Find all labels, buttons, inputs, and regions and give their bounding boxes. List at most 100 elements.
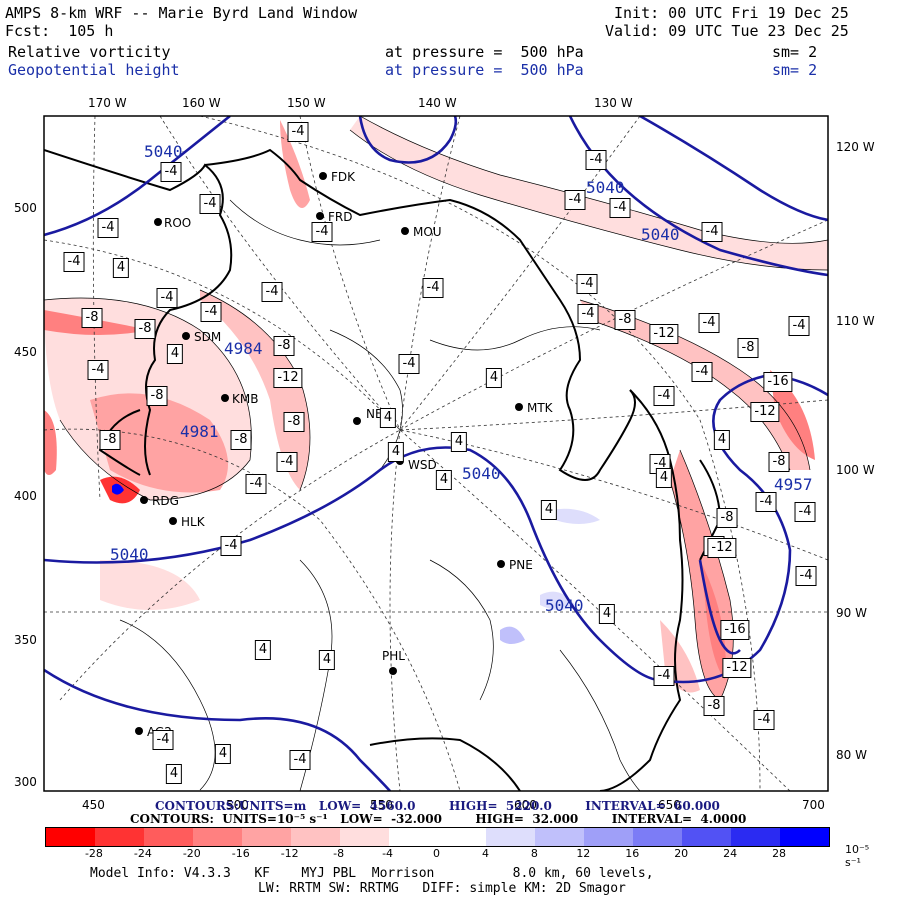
vorticity-value-label: -4 xyxy=(97,218,119,238)
forecast-hour: Fcst: 105 h xyxy=(5,22,114,40)
station-label: HLK xyxy=(181,515,205,529)
colorbar-swatch xyxy=(192,828,242,846)
vorticity-value-label: -4 xyxy=(152,730,174,750)
vorticity-value-label: -8 xyxy=(703,696,725,716)
vorticity-value-label: -4 xyxy=(691,362,713,382)
vorticity-contours xyxy=(44,116,828,791)
vorticity-value-label: -8 xyxy=(81,308,103,328)
station-label: FDK xyxy=(331,170,356,184)
colorbar-tick-label: -28 xyxy=(84,847,103,860)
station-label: KMB xyxy=(232,392,259,406)
height-label: 4957 xyxy=(774,475,813,494)
height-contours xyxy=(44,116,828,791)
map-title: AMPS 8-km WRF -- Marie Byrd Land Window xyxy=(5,4,358,22)
vorticity-value-label: -4 xyxy=(576,274,598,294)
field2-level: at pressure = 500 hPa xyxy=(385,61,584,79)
colorbar-tick-label: -12 xyxy=(280,847,299,860)
vorticity-value-label: -8 xyxy=(134,319,156,339)
height-label: 5040 xyxy=(110,545,149,564)
colorbar-tick-label: 12 xyxy=(576,847,591,860)
field1-level: at pressure = 500 hPa xyxy=(385,43,584,61)
height-label: 5040 xyxy=(144,142,183,161)
colorbar-tick-label: 16 xyxy=(625,847,640,860)
vorticity-value-label: -4 xyxy=(609,198,631,218)
valid-time: Valid: 09 UTC Tue 23 Dec 25 xyxy=(605,22,849,40)
colorbar-swatch xyxy=(682,828,732,846)
station-label: RDG xyxy=(152,494,179,508)
colorbar-tick-label: 24 xyxy=(723,847,738,860)
vorticity-value-label: 4 xyxy=(540,500,558,520)
colorbar-swatch xyxy=(633,828,683,846)
vorticity-value-label: -8 xyxy=(283,412,305,432)
vorticity-value-label: 4 xyxy=(112,258,130,278)
colorbar-tick-label: -16 xyxy=(231,847,250,860)
height-label: 5040 xyxy=(462,464,501,483)
x-axis-label: 450 xyxy=(82,798,105,812)
colorbar-swatch xyxy=(731,828,781,846)
physics-info: LW: RRTM SW: RRTMG DIFF: simple KM: 2D S… xyxy=(258,881,626,896)
vorticity-value-label: -4 xyxy=(564,190,586,210)
vorticity-value-label: 4 xyxy=(713,430,731,450)
vorticity-value-label: -8 xyxy=(768,452,790,472)
vorticity-value-label: -4 xyxy=(795,566,817,586)
lon-label-top: 130 W xyxy=(594,96,633,110)
vorticity-value-label: -4 xyxy=(156,288,178,308)
vorticity-value-label: 4 xyxy=(166,344,184,364)
vorticity-value-label: -4 xyxy=(276,452,298,472)
y-axis-label: 350 xyxy=(14,633,37,647)
station-label: MTK xyxy=(527,401,553,415)
x-axis-label: 550 xyxy=(370,798,393,812)
vorticity-value-label: -4 xyxy=(788,316,810,336)
lon-label-top: 170 W xyxy=(88,96,127,110)
vorticity-value-label: 4 xyxy=(655,468,673,488)
station-label: ROO xyxy=(164,216,192,230)
vorticity-value-label: -8 xyxy=(99,430,121,450)
vorticity-contour-info: CONTOURS: UNITS=10⁻⁵ s⁻¹ LOW= -32.000 HI… xyxy=(130,812,747,826)
vorticity-value-label: -4 xyxy=(701,222,723,242)
height-label: 5040 xyxy=(586,178,625,197)
lon-label-right: 90 W xyxy=(836,606,867,620)
vorticity-value-label: -4 xyxy=(245,474,267,494)
field2-name: Geopotential height xyxy=(8,61,180,79)
map-frame xyxy=(43,115,829,792)
vorticity-value-label: -8 xyxy=(614,310,636,330)
model-info: Model Info: V4.3.3 KF MYJ PBL Morrison 8… xyxy=(90,866,654,881)
colorbar-tick-label: 28 xyxy=(772,847,787,860)
station-label: WSD xyxy=(408,458,437,472)
height-label: 5040 xyxy=(545,596,584,615)
vorticity-value-label: -4 xyxy=(199,194,221,214)
colorbar-swatch xyxy=(143,828,193,846)
vorticity-value-label: -4 xyxy=(577,304,599,324)
vorticity-value-label: -12 xyxy=(649,324,679,344)
vorticity-value-label: -4 xyxy=(311,222,333,242)
field2-smoothing: sm= 2 xyxy=(772,61,818,79)
colorbar-tick-label: -8 xyxy=(333,847,345,860)
vorticity-value-label: -4 xyxy=(160,162,182,182)
vorticity-value-label: -4 xyxy=(287,122,309,142)
vorticity-value-label: -4 xyxy=(398,354,420,374)
y-axis-label: 400 xyxy=(14,489,37,503)
lon-label-right: 120 W xyxy=(836,140,875,154)
vorticity-value-label: -4 xyxy=(261,282,283,302)
colorbar-swatch xyxy=(94,828,144,846)
x-axis-label: 600 xyxy=(514,798,537,812)
colorbar-swatch xyxy=(339,828,389,846)
colorbar-tick-label: 0 xyxy=(433,847,440,860)
vorticity-value-label: 4 xyxy=(387,442,405,462)
vorticity-value-label: -12 xyxy=(750,402,780,422)
vorticity-value-label: 4 xyxy=(214,744,232,764)
vorticity-value-label: -16 xyxy=(720,620,750,640)
vorticity-value-label: 4 xyxy=(485,368,503,388)
colorbar-swatch xyxy=(780,828,829,846)
colorbar-swatch xyxy=(535,828,585,846)
y-axis-label: 300 xyxy=(14,775,37,789)
vorticity-value-label: -8 xyxy=(273,336,295,356)
vorticity-value-label: -12 xyxy=(273,368,303,388)
colorbar-swatch xyxy=(388,828,438,846)
station-label: FRD xyxy=(328,210,353,224)
vorticity-value-label: -8 xyxy=(230,430,252,450)
colorbar-swatch xyxy=(584,828,634,846)
lon-label-right: 80 W xyxy=(836,748,867,762)
x-axis-label: 650 xyxy=(658,798,681,812)
